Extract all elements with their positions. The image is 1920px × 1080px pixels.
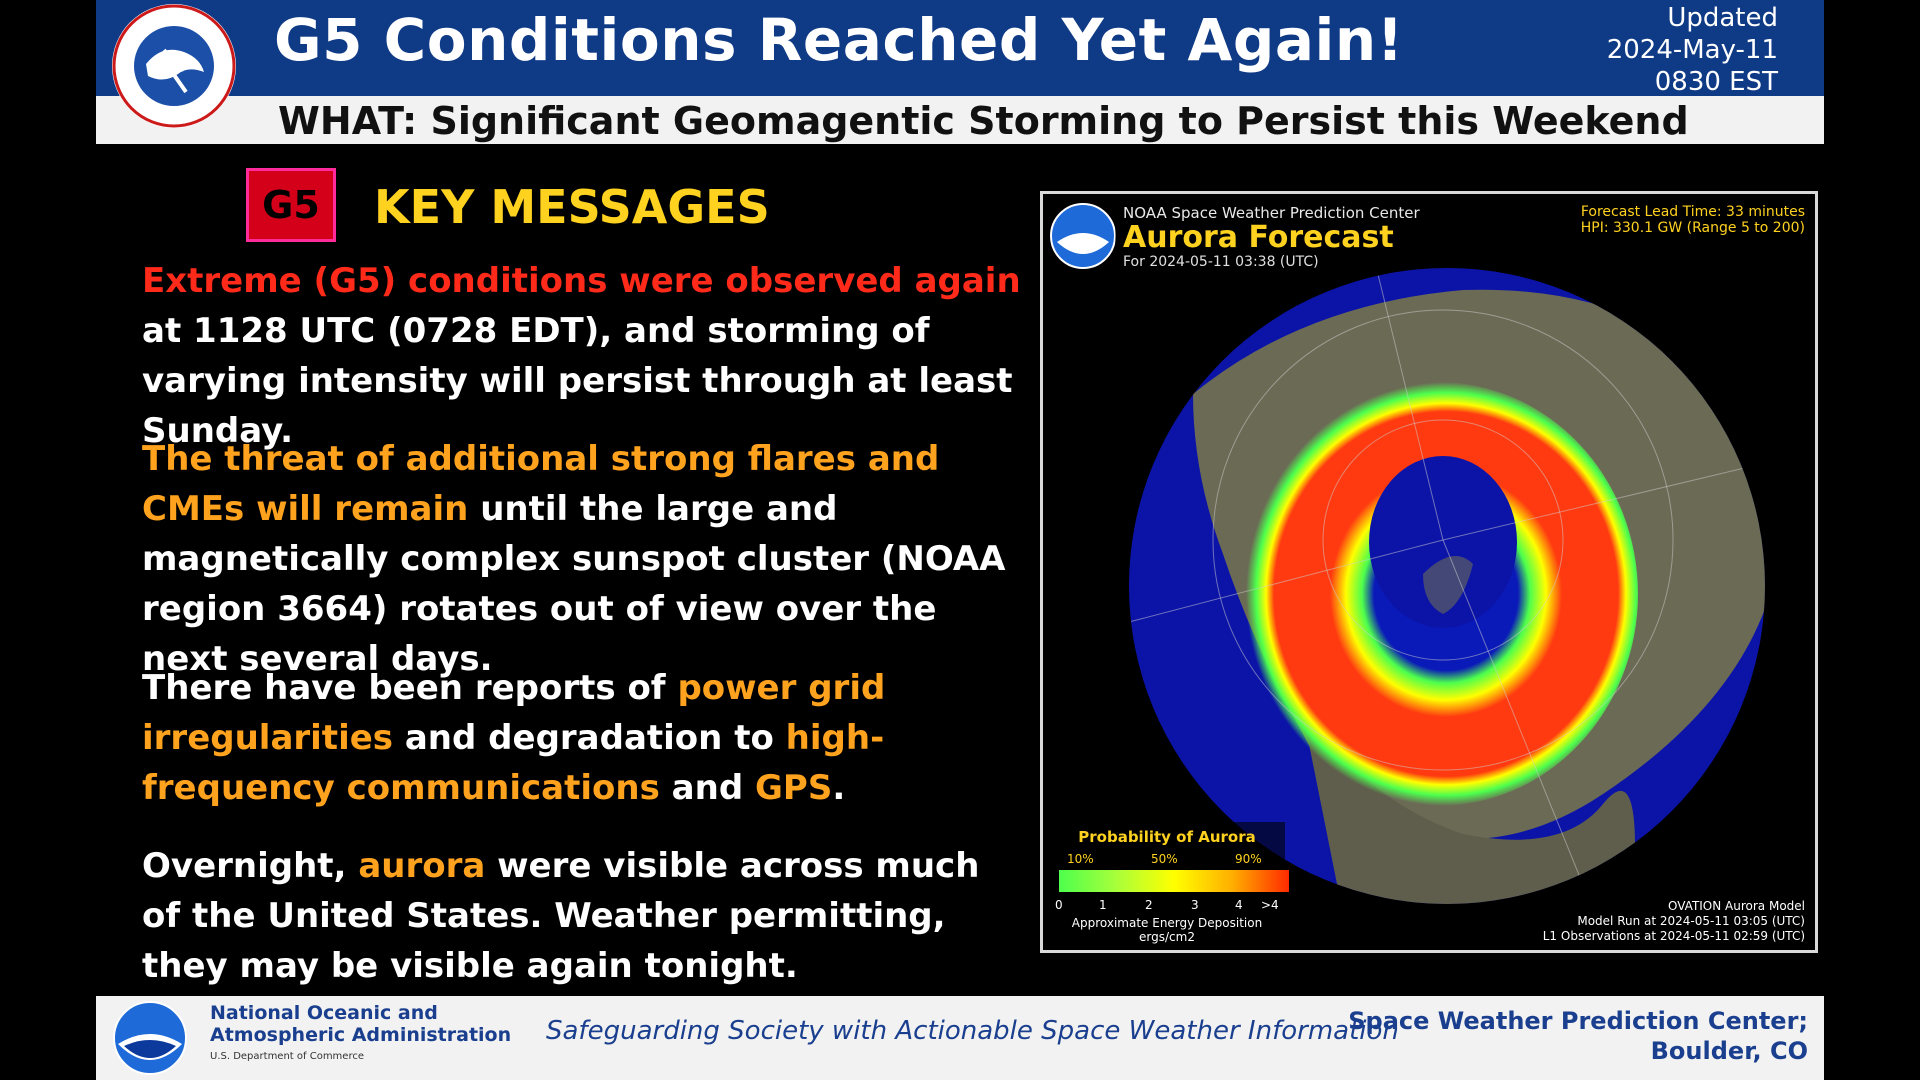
message-highlight: GPS bbox=[755, 768, 833, 808]
model-info: OVATION Aurora Model Model Run at 2024-0… bbox=[1543, 899, 1805, 944]
message-text: and degradation to bbox=[393, 718, 786, 758]
message-text: and bbox=[659, 768, 755, 808]
message-text: were visible across much of the United S… bbox=[142, 846, 980, 986]
aurora-globe-graphic bbox=[1050, 202, 1765, 904]
message-highlight: aurora bbox=[358, 846, 486, 886]
energy-tick: 3 bbox=[1191, 898, 1199, 912]
energy-unit: ergs/cm2 bbox=[1139, 930, 1195, 944]
energy-tick: >4 bbox=[1261, 898, 1279, 912]
message-text: . bbox=[832, 768, 846, 808]
swpc-line2: Boulder, CO bbox=[1650, 1037, 1808, 1065]
noaa-name-line2: Atmospheric Administration bbox=[210, 1024, 512, 1046]
key-messages-title: KEY MESSAGES bbox=[374, 180, 770, 234]
updated-label: Updated bbox=[1667, 3, 1778, 33]
header-bar bbox=[96, 0, 1824, 96]
energy-label: Approximate Energy Deposition ergs/cm2 bbox=[1049, 916, 1285, 944]
message-impacts: There have been reports of power grid ir… bbox=[142, 663, 1022, 813]
footer: National Oceanic and Atmospheric Adminis… bbox=[96, 996, 1824, 1080]
subheader-bar bbox=[96, 96, 1824, 144]
aurora-forecast-map: NOAA Space Weather Prediction Center Aur… bbox=[1040, 191, 1818, 953]
model-run: Model Run at 2024-05-11 03:05 (UTC) bbox=[1577, 914, 1805, 928]
swpc-line1: Space Weather Prediction Center; bbox=[1348, 1007, 1808, 1035]
g5-badge: G5 bbox=[246, 168, 336, 242]
energy-tick: 0 bbox=[1055, 898, 1063, 912]
map-title: Aurora Forecast bbox=[1123, 220, 1394, 255]
message-text: There have been reports of bbox=[142, 668, 678, 708]
l1-observations: L1 Observations at 2024-05-11 02:59 (UTC… bbox=[1542, 929, 1805, 943]
what-subtitle: WHAT: Significant Geomagentic Storming t… bbox=[278, 99, 1689, 143]
message-flare-threat: The threat of additional strong flares a… bbox=[142, 434, 1022, 684]
map-source: NOAA Space Weather Prediction Center bbox=[1123, 204, 1420, 222]
noaa-name: National Oceanic and Atmospheric Adminis… bbox=[210, 1002, 511, 1046]
lead-time: Forecast Lead Time: 33 minutes bbox=[1580, 204, 1805, 220]
message-highlight: The threat of additional strong flares a… bbox=[142, 439, 940, 529]
message-highlight: Extreme (G5) conditions were observed ag… bbox=[142, 261, 1021, 301]
message-text: at 1128 UTC (0728 EDT), and storming of … bbox=[142, 311, 1013, 451]
hpi-value: HPI: 330.1 GW (Range 5 to 200) bbox=[1580, 220, 1805, 236]
message-text: Overnight, bbox=[142, 846, 359, 886]
prob-tick: 50% bbox=[1151, 852, 1178, 866]
message-extreme-conditions: Extreme (G5) conditions were observed ag… bbox=[142, 256, 1022, 456]
slide: G5 Conditions Reached Yet Again! Updated… bbox=[96, 0, 1824, 1080]
updated-time: 0830 EST bbox=[1654, 67, 1778, 97]
map-date: For 2024-05-11 03:38 (UTC) bbox=[1123, 254, 1319, 270]
probability-color-bar bbox=[1059, 870, 1289, 892]
map-forecast-info: Forecast Lead Time: 33 minutes HPI: 330.… bbox=[1581, 204, 1805, 236]
nws-logo-icon bbox=[112, 4, 236, 128]
footer-tagline: Safeguarding Society with Actionable Spa… bbox=[546, 1016, 1399, 1046]
model-name: OVATION Aurora Model bbox=[1667, 899, 1805, 913]
noaa-department: U.S. Department of Commerce bbox=[210, 1051, 364, 1062]
updated-stamp: Updated 2024-May-11 0830 EST bbox=[1607, 2, 1778, 98]
noaa-name-line1: National Oceanic and bbox=[210, 1002, 438, 1024]
prob-tick: 90% bbox=[1235, 852, 1262, 866]
energy-tick: 2 bbox=[1145, 898, 1153, 912]
noaa-logo-icon bbox=[113, 1001, 187, 1075]
updated-date: 2024-May-11 bbox=[1606, 35, 1778, 65]
prob-tick: 10% bbox=[1067, 852, 1094, 866]
message-text: until the large and magnetically complex… bbox=[142, 489, 1006, 679]
energy-tick: 1 bbox=[1099, 898, 1107, 912]
message-highlight: high-frequency communications bbox=[142, 718, 885, 808]
page-title: G5 Conditions Reached Yet Again! bbox=[274, 6, 1404, 74]
message-highlight: power grid irregularities bbox=[142, 668, 886, 758]
energy-tick: 4 bbox=[1235, 898, 1243, 912]
energy-label-text: Approximate Energy Deposition bbox=[1071, 916, 1263, 930]
swpc-credit: Space Weather Prediction Center; Boulder… bbox=[1348, 1006, 1808, 1066]
legend-title: Probability of Aurora bbox=[1078, 828, 1256, 846]
message-aurora: Overnight, aurora were visible across mu… bbox=[142, 841, 1022, 991]
probability-legend: Probability of Aurora 10% 50% 90% 0 1 2 … bbox=[1049, 822, 1289, 946]
